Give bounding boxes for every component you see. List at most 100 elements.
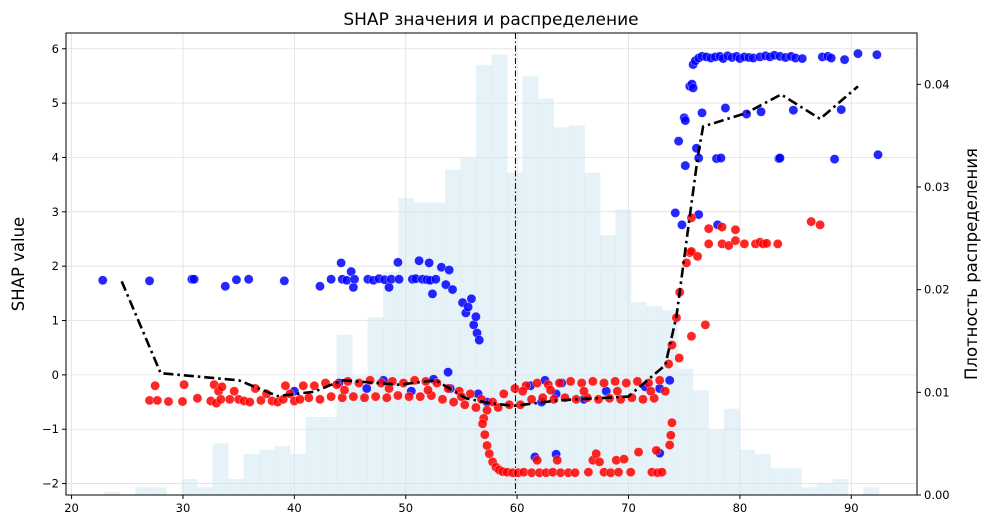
histogram-bar [243,453,260,495]
blue-point [349,274,360,285]
histogram-bar [553,127,570,495]
blue-point [189,274,199,285]
blue-point [466,293,477,304]
histogram-bar [832,478,849,495]
lines [120,33,859,495]
red-point [217,381,227,392]
red-point [613,467,624,478]
red-point [479,429,490,440]
blue-point [440,279,451,290]
blue-point [688,83,698,93]
blue-point [680,160,691,171]
blue-point [741,109,752,119]
red-point [359,392,370,403]
red-point [657,467,667,478]
blue-point [231,274,242,285]
red-point [393,390,403,401]
blue-point [873,149,883,160]
x-tick-label: 70 [621,501,636,515]
y-tick-label: −1 [42,422,59,436]
red-point [638,394,648,405]
histogram-bar [445,169,461,495]
red-point [660,386,671,397]
red-point [667,340,677,350]
red-point [610,376,620,387]
red-point [815,220,825,230]
histogram-bar [181,478,198,495]
red-point [554,378,565,388]
red-point [730,235,741,246]
red-point [404,391,414,402]
blue-point [872,49,882,60]
red-point [579,386,589,397]
blue-point [839,54,850,65]
red-point [621,378,632,388]
histogram-bar [569,125,585,496]
blue-point [697,108,707,118]
histogram-bar [352,375,368,495]
red-point [703,223,714,234]
red-point [298,380,309,391]
red-point [619,454,629,464]
red-point [612,386,623,397]
red-point [739,239,750,249]
histogram-bar [801,487,818,495]
blue-point [393,257,403,268]
blue-point [315,281,325,292]
axes: 20 30 40 50 60 70 80 90 −2 −1 0 1 2 3 4 5 6 0.00 0.01 0.02 0… [42,42,950,515]
chart-title: SHAP значения и распределение [343,10,638,30]
red-point [348,391,359,402]
red-point [692,251,703,262]
red-point [583,467,594,478]
red-point [625,467,636,478]
red-point [448,397,459,407]
y-tick-label: 0 [52,368,59,382]
x-tick-label: 80 [733,501,748,515]
blue-point [673,136,684,147]
red-point [303,392,314,403]
blue-point [447,284,458,295]
histogram-bar [104,491,120,495]
y2-tick-label: 0.02 [924,283,950,297]
red-point [723,240,734,251]
x-tick-label: 60 [510,501,525,515]
histogram-bar [367,317,384,495]
red-point [806,216,817,227]
red-point [459,399,470,410]
red-point [654,375,665,386]
blue-point [471,311,481,322]
red-point [632,376,643,387]
blue-point [680,115,691,126]
red-point [415,391,426,402]
red-point [717,222,727,232]
histogram-bar [723,408,740,495]
red-point [465,389,476,399]
y-tick-label: 4 [52,150,59,164]
blue-point [424,258,434,268]
histogram-bar [692,390,709,495]
blue-point [427,289,438,299]
red-point [599,378,609,388]
red-point [545,385,556,395]
histogram-bar [708,430,725,495]
blue-point [243,274,254,285]
blue-point [220,281,231,292]
red-point [192,393,203,404]
red-point [484,448,495,459]
red-point [594,456,605,467]
histogram-bar [197,487,213,495]
red-point [633,447,644,457]
red-point [471,402,481,413]
trend-line [120,85,859,408]
y-tick-label: 1 [52,314,59,328]
histogram-bar [584,172,601,496]
red-point [651,445,662,456]
histogram-bar [600,235,616,495]
red-point [354,378,364,388]
blue-point [326,274,336,285]
red-point [665,430,676,441]
red-point [482,440,492,451]
red-point [381,392,392,403]
red-point [280,380,291,391]
